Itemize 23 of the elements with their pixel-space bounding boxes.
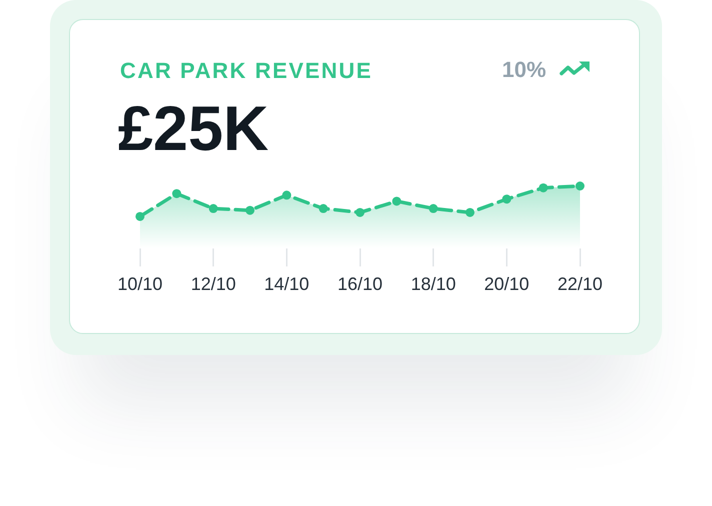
x-tick-label: 20/10	[484, 274, 530, 294]
point	[172, 189, 182, 198]
x-tick-label: 16/10	[337, 274, 383, 294]
point	[576, 182, 584, 190]
text: 10%	[502, 57, 546, 83]
x-tick-label: 14/10	[264, 274, 310, 294]
x-tick-label: 22/10	[557, 274, 603, 294]
x-tick-label: 12/10	[190, 274, 236, 294]
chart-subtitle: £25K	[118, 94, 269, 164]
chart-title: CAR PARK REVENUE	[120, 58, 373, 84]
point	[538, 183, 548, 192]
x-tick-label: 10/10	[117, 274, 163, 294]
point	[356, 208, 364, 217]
point	[428, 204, 438, 214]
point	[136, 212, 144, 221]
point	[318, 204, 328, 214]
point	[502, 194, 512, 204]
x-tick-label: 18/10	[410, 274, 456, 294]
point	[392, 196, 402, 206]
point	[282, 190, 292, 200]
point	[246, 206, 254, 215]
point	[466, 208, 474, 217]
point	[208, 204, 218, 214]
